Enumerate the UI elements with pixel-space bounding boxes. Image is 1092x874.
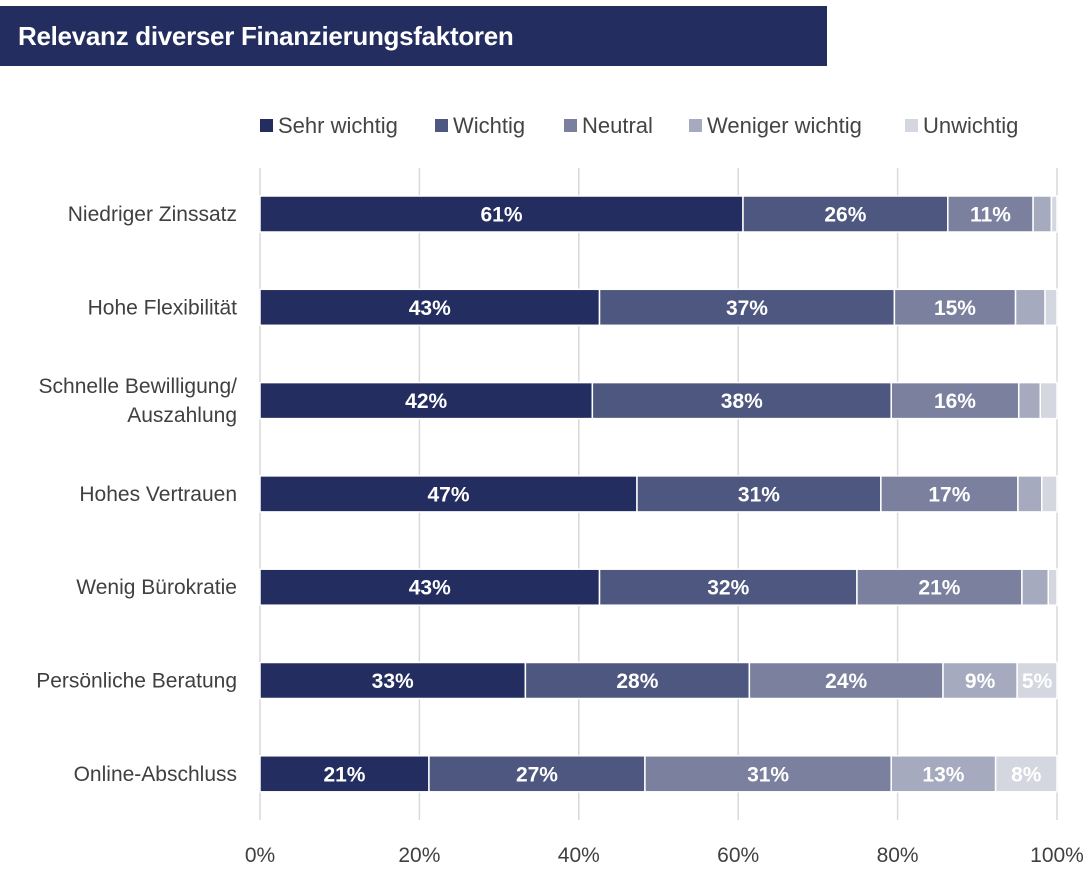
legend-swatch bbox=[905, 119, 918, 132]
bar-segment bbox=[1044, 288, 1058, 327]
bar-segment bbox=[890, 381, 1020, 420]
bar-row: 21% 27% 31% 13% 8% bbox=[259, 755, 1058, 793]
data-label: 26% bbox=[824, 204, 866, 227]
data-label: 11% bbox=[970, 204, 1011, 227]
bar-row: 43% 37% 15% bbox=[259, 288, 1058, 327]
bar-segment bbox=[259, 195, 744, 233]
x-tick-label: 100% bbox=[1030, 844, 1084, 867]
legend-label: Unwichtig bbox=[923, 113, 1018, 138]
legend-item: Sehr wichtig bbox=[260, 113, 398, 138]
data-label: 16% bbox=[934, 390, 976, 413]
legend-label: Neutral bbox=[582, 113, 653, 138]
bar-segment bbox=[598, 568, 858, 606]
data-label: 5% bbox=[1022, 670, 1053, 693]
legend-label: Wichtig bbox=[453, 113, 525, 138]
chart-title: Relevanz diverser Finanzierungsfaktoren bbox=[18, 21, 514, 51]
x-tick-label: 0% bbox=[245, 844, 275, 867]
category-label: Niedriger Zinssatz bbox=[68, 203, 237, 226]
category-label: Hohe Flexibilität bbox=[88, 296, 238, 319]
bar-segment bbox=[259, 475, 638, 513]
x-tick-label: 60% bbox=[717, 844, 759, 867]
category-label: Schnelle Bewilligung/ bbox=[39, 375, 238, 398]
data-label: 15% bbox=[934, 297, 976, 320]
bar-segment bbox=[636, 475, 882, 513]
legend-item: Weniger wichtig bbox=[689, 113, 862, 138]
data-label: 43% bbox=[409, 577, 451, 600]
data-label: 31% bbox=[747, 763, 789, 786]
bar-segment bbox=[1017, 475, 1043, 513]
legend-label: Sehr wichtig bbox=[278, 113, 398, 138]
bar-segment bbox=[1050, 195, 1058, 233]
legend-swatch bbox=[260, 119, 273, 132]
legend-swatch bbox=[564, 119, 577, 132]
bar-segment bbox=[259, 661, 527, 700]
category-label: Auszahlung bbox=[127, 404, 237, 427]
data-label: 33% bbox=[372, 670, 414, 693]
data-label: 21% bbox=[918, 577, 960, 600]
bar-segment bbox=[259, 568, 601, 606]
data-label: 38% bbox=[721, 390, 763, 413]
bar-segment bbox=[259, 381, 594, 420]
bar-segment bbox=[1047, 568, 1058, 606]
bar-row: 43% 32% 21% bbox=[259, 568, 1058, 606]
legend-item: Neutral bbox=[564, 113, 653, 138]
bar-row: 47% 31% 17% bbox=[259, 475, 1058, 513]
data-label: 42% bbox=[405, 390, 447, 413]
bar-row: 61% 26% 11% bbox=[259, 195, 1058, 233]
legend-swatch bbox=[435, 119, 448, 132]
legend-label: Weniger wichtig bbox=[707, 113, 862, 138]
data-label: 28% bbox=[616, 670, 658, 693]
data-label: 8% bbox=[1011, 763, 1042, 786]
bar-segment bbox=[1041, 475, 1058, 513]
bar-segment bbox=[428, 755, 646, 793]
legend: Sehr wichtig Wichtig Neutral Weniger wichti… bbox=[260, 113, 1018, 138]
bar-segment bbox=[598, 288, 896, 327]
x-tick-label: 40% bbox=[558, 844, 600, 867]
x-tick-label: 20% bbox=[398, 844, 440, 867]
bar-segment bbox=[1021, 568, 1049, 606]
data-label: 32% bbox=[707, 577, 749, 600]
bar-segment bbox=[947, 195, 1034, 233]
category-label: Online-Abschluss bbox=[74, 763, 237, 786]
bar-segment bbox=[524, 661, 751, 700]
data-label: 13% bbox=[922, 763, 964, 786]
x-tick-label: 80% bbox=[877, 844, 919, 867]
bar-segment bbox=[1032, 195, 1053, 233]
bar-segment bbox=[856, 568, 1023, 606]
data-label: 43% bbox=[409, 297, 451, 320]
bar-segment bbox=[259, 755, 430, 793]
data-label: 27% bbox=[516, 763, 558, 786]
bar-segment bbox=[1016, 661, 1058, 700]
legend-swatch bbox=[689, 119, 702, 132]
bar-segment bbox=[994, 755, 1058, 793]
x-axis-ticks: 0% 20% 40% 60% 80% 100% bbox=[245, 844, 1084, 867]
data-label: 9% bbox=[965, 670, 996, 693]
data-label: 61% bbox=[480, 204, 522, 227]
bar-row: 33% 28% 24% 9% 5% bbox=[259, 661, 1058, 700]
data-label: 17% bbox=[928, 483, 970, 506]
bar-segment bbox=[1017, 381, 1042, 420]
category-label: Hohes Vertrauen bbox=[79, 483, 237, 506]
data-label: 47% bbox=[427, 483, 469, 506]
legend-item: Wichtig bbox=[435, 113, 525, 138]
bar-segment bbox=[259, 288, 601, 327]
title-bar: Relevanz diverser Finanzierungsfaktoren bbox=[0, 6, 827, 66]
category-labels: Niedriger Zinssatz Hohe Flexibilität Schne… bbox=[36, 203, 237, 786]
category-label: Persönliche Beratung bbox=[36, 670, 237, 693]
bar-segment bbox=[893, 288, 1017, 327]
bar-segment bbox=[1014, 288, 1046, 327]
bar-segment bbox=[890, 755, 997, 793]
bar-row: 42% 38% 16% bbox=[259, 381, 1058, 420]
legend-item: Unwichtig bbox=[905, 113, 1018, 138]
data-label: 31% bbox=[738, 483, 780, 506]
data-label: 24% bbox=[825, 670, 867, 693]
bar-segment bbox=[748, 661, 944, 700]
category-label: Wenig Bürokratie bbox=[76, 576, 237, 599]
bar-segment bbox=[1039, 381, 1058, 420]
data-label: 21% bbox=[323, 763, 365, 786]
bar-segment bbox=[742, 195, 949, 233]
bars: 61% 26% 11% 43% 37% 15% 42% 38% 16% 47% 31% 17% 43% 3… bbox=[259, 195, 1058, 793]
data-label: 37% bbox=[726, 297, 768, 320]
